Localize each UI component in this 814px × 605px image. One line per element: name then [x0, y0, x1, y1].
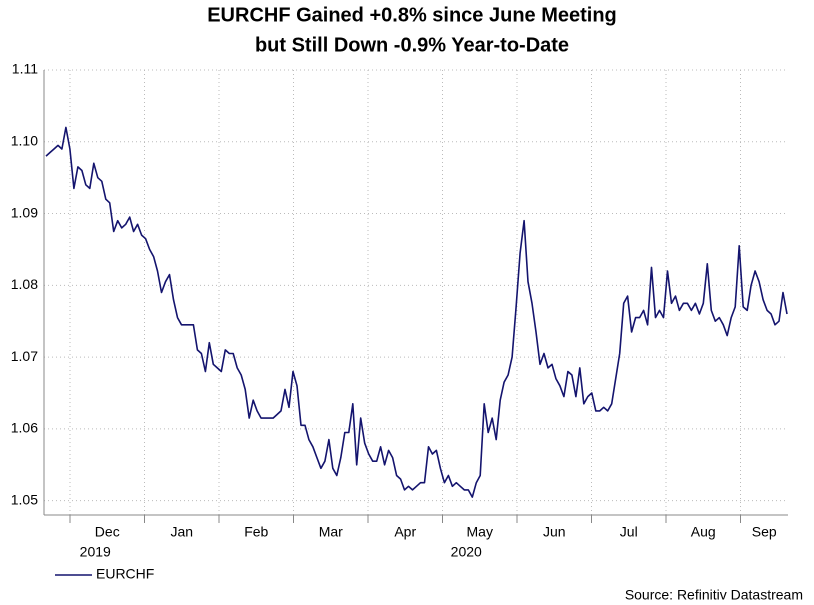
- x-tick-label: Jun: [543, 524, 566, 540]
- y-tick-label: 1.06: [11, 420, 38, 436]
- x-tick-label: Sep: [752, 524, 777, 540]
- source-note: Source: Refinitiv Datastream: [625, 587, 803, 603]
- y-tick-label: 1.05: [11, 491, 38, 507]
- chart-title: but Still Down -0.9% Year-to-Date: [255, 34, 569, 56]
- y-tick-label: 1.11: [12, 61, 38, 77]
- y-tick-label: 1.10: [11, 132, 38, 148]
- legend-label: EURCHF: [96, 566, 154, 582]
- x-tick-label: Jan: [170, 524, 193, 540]
- x-tick-label: May: [467, 524, 493, 540]
- year-label: 2020: [451, 544, 482, 560]
- y-tick-label: 1.08: [11, 276, 38, 292]
- x-tick-label: Mar: [319, 524, 343, 540]
- x-tick-label: Feb: [244, 524, 268, 540]
- x-tick-label: Dec: [95, 524, 120, 540]
- y-tick-label: 1.09: [11, 204, 38, 220]
- x-tick-label: Apr: [394, 524, 416, 540]
- series-line: [45, 126, 788, 498]
- x-tick-label: Jul: [620, 524, 638, 540]
- year-label: 2019: [80, 544, 111, 560]
- chart-title: EURCHF Gained +0.8% since June Meeting: [207, 4, 617, 26]
- y-tick-label: 1.07: [11, 348, 38, 364]
- x-tick-label: Aug: [691, 524, 716, 540]
